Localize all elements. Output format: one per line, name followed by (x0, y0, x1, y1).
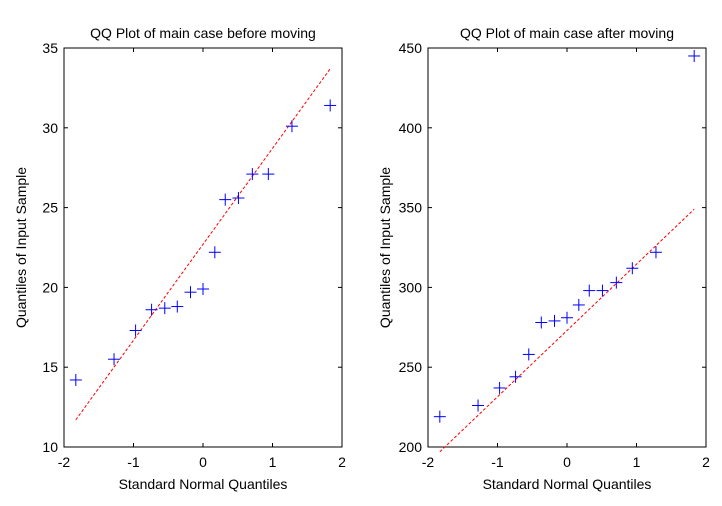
data-point (208, 246, 221, 259)
data-point (535, 316, 548, 329)
x-tick-label: 2 (702, 454, 710, 470)
data-point (561, 311, 573, 324)
data-point (246, 168, 259, 181)
y-tick-label: 30 (42, 120, 58, 136)
x-tick-label: -2 (58, 454, 71, 470)
data-point (158, 302, 171, 315)
data-point (129, 324, 142, 337)
data-point (232, 192, 245, 205)
data-point (219, 193, 232, 206)
data-point (493, 381, 506, 394)
data-point (433, 410, 446, 423)
data-point (548, 314, 561, 327)
axes-frame (427, 47, 707, 448)
y-axis-label: Quantiles of Input Sample (13, 167, 29, 328)
data-point (324, 99, 337, 112)
x-tick-label: -1 (127, 454, 140, 470)
data-point (626, 262, 639, 275)
y-tick-label: 300 (399, 279, 423, 295)
y-axis-label: Quantiles of Input Sample (377, 167, 393, 328)
data-point (596, 284, 609, 297)
data-point (572, 298, 585, 311)
qq-plot-before: QQ Plot of main case before moving Stand… (13, 25, 346, 492)
data-point (171, 300, 184, 313)
y-tick-label: 20 (42, 279, 58, 295)
data-point (688, 49, 701, 62)
data-point (69, 373, 82, 386)
x-tick-label: 1 (269, 454, 277, 470)
y-tick-label: 15 (42, 359, 58, 375)
data-point (522, 348, 535, 361)
y-tick-label: 25 (42, 200, 58, 216)
x-axis-label: Standard Normal Quantiles (119, 476, 288, 492)
data-point (472, 399, 485, 412)
data-point (108, 353, 121, 366)
axes-frame (63, 47, 343, 448)
data-point (184, 286, 197, 299)
x-tick-label: -2 (422, 454, 435, 470)
x-tick-label: 0 (199, 454, 207, 470)
x-tick-label: 1 (633, 454, 641, 470)
chart-title: QQ Plot of main case after moving (460, 25, 674, 41)
data-point (285, 120, 298, 133)
x-tick-label: 2 (338, 454, 346, 470)
x-axis-label: Standard Normal Quantiles (483, 476, 652, 492)
data-point (145, 303, 158, 316)
data-point (262, 168, 275, 181)
data-point (197, 282, 209, 295)
reference-line (439, 208, 695, 453)
chart-title: QQ Plot of main case before moving (90, 25, 316, 41)
y-tick-label: 10 (42, 439, 58, 455)
y-tick-label: 450 (399, 40, 423, 56)
y-tick-label: 200 (399, 439, 423, 455)
qq-plot-after: QQ Plot of main case after moving Standa… (377, 25, 710, 492)
data-point (610, 276, 623, 289)
y-tick-label: 35 (42, 40, 58, 56)
y-tick-label: 350 (399, 200, 423, 216)
data-point (583, 284, 596, 297)
data-point (509, 370, 522, 383)
x-tick-label: 0 (563, 454, 571, 470)
x-tick-label: -1 (491, 454, 504, 470)
y-tick-label: 250 (399, 359, 423, 375)
y-tick-label: 400 (399, 120, 423, 136)
data-point (649, 246, 662, 259)
reference-line (75, 68, 331, 421)
